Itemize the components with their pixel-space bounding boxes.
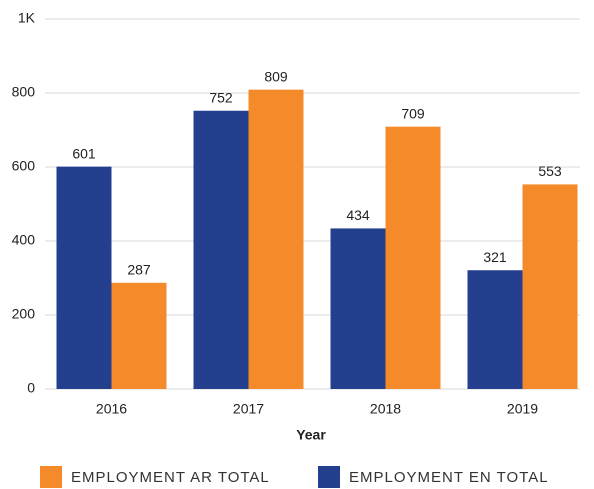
data-label: 752 <box>209 89 233 105</box>
y-tick-label: 600 <box>12 158 36 174</box>
bar <box>56 166 112 389</box>
legend-swatch <box>40 466 62 488</box>
legend-swatch <box>318 466 340 488</box>
x-tick-label: 2019 <box>507 401 538 417</box>
x-axis-title: Year <box>296 427 326 443</box>
bar <box>193 110 249 389</box>
data-label: 601 <box>72 145 96 161</box>
x-tick-label: 2018 <box>370 401 401 417</box>
bar <box>467 270 523 389</box>
data-label: 321 <box>483 249 507 265</box>
bar <box>522 184 578 389</box>
data-label: 809 <box>264 68 288 84</box>
data-label: 434 <box>346 207 370 223</box>
legend-label: EMPLOYMENT EN TOTAL <box>349 469 549 486</box>
x-tick-label: 2016 <box>96 401 127 417</box>
x-tick-label: 2017 <box>233 401 264 417</box>
y-tick-label: 1K <box>18 10 36 26</box>
data-label: 553 <box>538 163 562 179</box>
y-tick-label: 800 <box>12 84 36 100</box>
bar <box>330 228 386 389</box>
legend-label: EMPLOYMENT AR TOTAL <box>71 469 270 486</box>
bar <box>385 126 441 390</box>
data-label: 709 <box>401 105 425 121</box>
data-label: 287 <box>127 262 151 278</box>
y-tick-label: 400 <box>12 232 36 248</box>
bar <box>111 282 167 389</box>
y-tick-label: 0 <box>27 380 35 396</box>
y-tick-label: 200 <box>12 306 36 322</box>
bar <box>248 89 304 390</box>
